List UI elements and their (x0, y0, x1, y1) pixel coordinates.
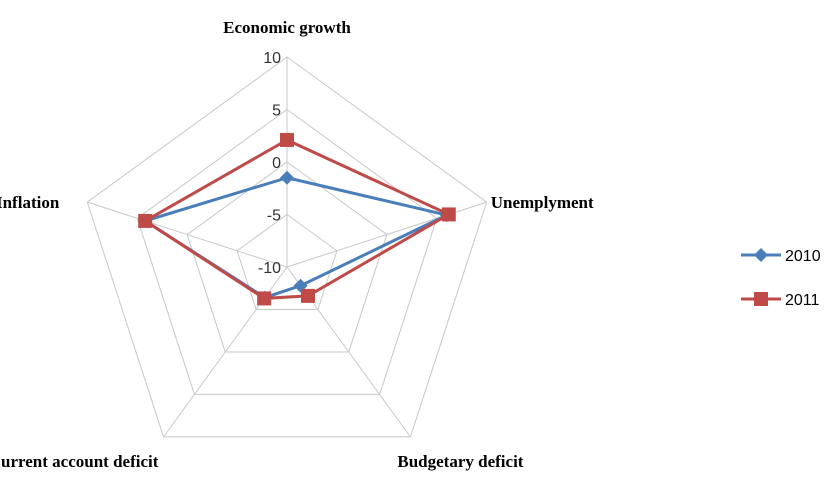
series-line (141, 176, 452, 300)
tick-label: 10 (263, 50, 281, 67)
point (441, 207, 456, 222)
legend-marker (754, 248, 768, 262)
legend-label: 2011 (785, 292, 820, 309)
point (300, 288, 315, 303)
point (257, 291, 272, 306)
spoke (87, 201, 288, 268)
axis-label: Budgetary deficit (397, 452, 523, 471)
axis-label: Unemplyment (491, 193, 594, 212)
tick-label: -10 (258, 260, 281, 277)
legend-label: 2010 (785, 248, 821, 265)
series-line (142, 138, 453, 300)
axis-label: Current account deficit (0, 452, 159, 471)
spoke (286, 201, 487, 268)
tick-label: 5 (272, 103, 281, 120)
grid-ring (86, 56, 488, 438)
grid-ring (186, 161, 388, 353)
grid-ring (136, 108, 438, 395)
grid-ring (236, 213, 338, 310)
point (138, 213, 153, 228)
point (280, 132, 294, 147)
legend-marker (754, 292, 768, 306)
axis-label: Economic growth (223, 18, 351, 37)
tick-label: -5 (267, 208, 281, 225)
axis-label: Inflation (0, 193, 60, 212)
point (280, 170, 294, 185)
tick-label: 0 (272, 155, 281, 172)
